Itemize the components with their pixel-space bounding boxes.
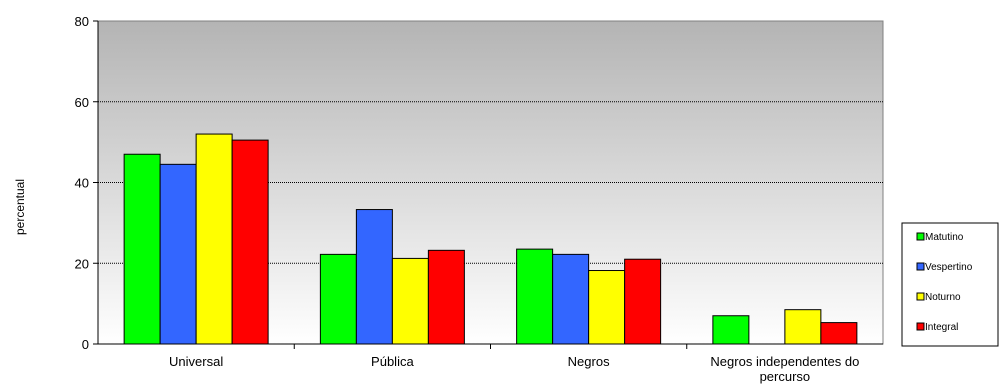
bar-noturno-0 xyxy=(195,133,233,345)
y-tick-label: 20 xyxy=(75,256,89,271)
legend-label-noturno: Noturno xyxy=(925,292,961,303)
bar-vespertino-2 xyxy=(552,253,590,345)
axes xyxy=(93,20,883,349)
legend-label-vespertino: Vespertino xyxy=(925,262,973,273)
y-tick-label: 40 xyxy=(75,176,89,191)
legend-swatch-noturno xyxy=(916,292,925,301)
legend-label-integral: Integral xyxy=(925,322,958,333)
bar-matutino-3 xyxy=(712,315,750,345)
y-tick-labels: 0 20 40 60 80 xyxy=(75,14,89,352)
legend: Matutino Vespertino Noturno Integral xyxy=(901,222,999,347)
x-category-label: Negros independentes do percurso xyxy=(710,354,859,384)
bar-matutino-0 xyxy=(123,153,161,345)
y-tick-label: 0 xyxy=(82,337,89,352)
x-category-labels: Universal Pública Negros Negros independent… xyxy=(169,354,859,384)
x-category-label: Negros xyxy=(568,354,610,369)
bar-noturno-3 xyxy=(784,309,822,345)
bar-integral-0 xyxy=(231,139,269,345)
y-tick-label: 60 xyxy=(75,95,89,110)
y-tick-label: 80 xyxy=(75,14,89,29)
legend-swatch-integral xyxy=(916,322,925,331)
bar-matutino-2 xyxy=(516,248,554,345)
bar-matutino-1 xyxy=(319,253,357,345)
bar-vespertino-1 xyxy=(355,209,393,345)
legend-swatch-vespertino xyxy=(916,262,925,271)
legend-label-matutino: Matutino xyxy=(925,232,964,243)
x-category-label: Universal xyxy=(169,354,223,369)
bar-vespertino-0 xyxy=(159,163,197,345)
bar-integral-1 xyxy=(427,249,465,345)
x-category-label: Pública xyxy=(371,354,414,369)
bar-integral-2 xyxy=(624,258,662,345)
bars xyxy=(123,133,858,345)
bar-noturno-1 xyxy=(391,257,429,345)
y-axis-label: percentual xyxy=(13,179,27,235)
legend-swatch-matutino xyxy=(916,232,925,241)
bar-integral-3 xyxy=(820,322,858,345)
bar-noturno-2 xyxy=(588,270,626,345)
